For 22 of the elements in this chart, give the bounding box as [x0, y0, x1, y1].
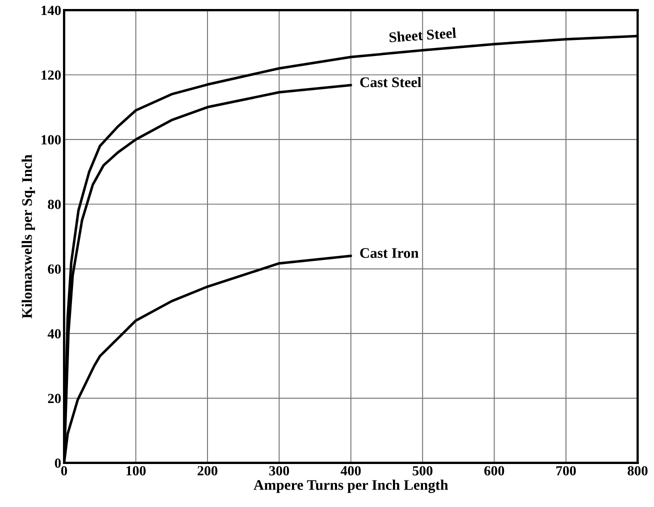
- y-tick-label: 80: [48, 200, 61, 210]
- x-tick-label: 0: [61, 466, 68, 476]
- x-tick-label: 600: [484, 466, 504, 476]
- y-tick-label: 120: [42, 70, 61, 80]
- y-tick-label: 20: [48, 394, 61, 404]
- y-tick-label: 40: [48, 329, 61, 338]
- x-tick-label: 700: [556, 466, 576, 476]
- x-tick-label: 300: [269, 466, 290, 476]
- series-label: Sheet Steel: [389, 27, 456, 42]
- series-label: Cast Steel: [360, 76, 422, 88]
- y-axis-title: Kilomaxwells per Sq. Inch: [22, 154, 35, 318]
- x-tick-label: 500: [412, 466, 432, 476]
- x-tick-label: 100: [126, 466, 146, 476]
- y-tick-label: 0: [54, 458, 61, 468]
- x-axis-title: Ampere Turns per Inch Length: [254, 480, 448, 493]
- y-tick-label: 60: [48, 264, 61, 274]
- x-tick-label: 400: [340, 466, 361, 476]
- x-tick-label: 200: [198, 466, 218, 476]
- series-label: Cast Iron: [360, 248, 419, 258]
- y-tick-label: 140: [42, 6, 61, 16]
- x-tick-label: 800: [628, 466, 648, 476]
- y-tick-label: 100: [42, 135, 61, 144]
